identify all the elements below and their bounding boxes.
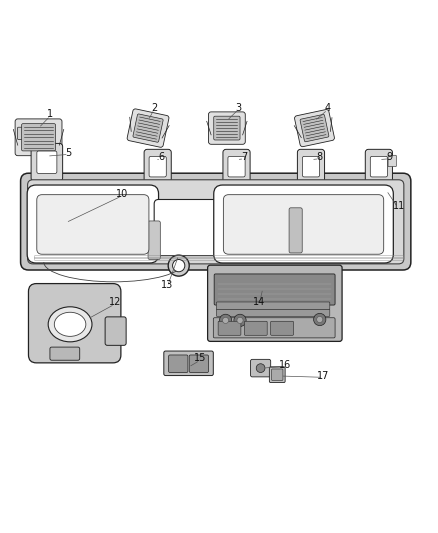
Text: 17: 17 [317,371,329,381]
Circle shape [168,255,189,276]
FancyBboxPatch shape [388,155,396,167]
FancyBboxPatch shape [37,151,57,173]
FancyBboxPatch shape [164,351,213,376]
Text: 14: 14 [253,297,265,308]
FancyBboxPatch shape [297,149,325,184]
Text: 4: 4 [325,103,331,113]
Circle shape [234,314,246,327]
FancyBboxPatch shape [213,318,335,338]
FancyBboxPatch shape [365,149,392,184]
FancyBboxPatch shape [27,185,159,263]
Text: 5: 5 [66,148,72,158]
FancyBboxPatch shape [154,199,219,255]
Text: 1: 1 [47,109,53,119]
Text: 7: 7 [241,152,247,162]
Circle shape [223,317,229,324]
FancyBboxPatch shape [294,109,335,147]
Text: 13: 13 [161,280,173,290]
Text: 3: 3 [236,102,242,112]
FancyBboxPatch shape [148,221,160,260]
FancyBboxPatch shape [105,317,126,345]
Text: 16: 16 [279,360,291,369]
Text: 8: 8 [317,152,323,162]
Circle shape [173,260,185,272]
FancyBboxPatch shape [216,302,330,310]
FancyBboxPatch shape [127,109,169,147]
FancyBboxPatch shape [214,116,240,140]
FancyBboxPatch shape [214,274,335,305]
Bar [382,187,399,193]
FancyBboxPatch shape [214,185,393,263]
FancyBboxPatch shape [223,195,384,254]
Text: 10: 10 [116,189,128,199]
FancyBboxPatch shape [223,149,250,184]
FancyBboxPatch shape [228,156,245,177]
Text: 11: 11 [393,201,406,211]
FancyBboxPatch shape [37,195,149,254]
FancyBboxPatch shape [189,355,208,373]
FancyBboxPatch shape [31,143,63,181]
Circle shape [219,314,232,327]
FancyBboxPatch shape [216,309,330,317]
Ellipse shape [54,312,86,336]
FancyBboxPatch shape [272,369,283,381]
FancyBboxPatch shape [149,156,166,177]
FancyBboxPatch shape [21,124,56,151]
FancyBboxPatch shape [244,321,267,335]
Text: 6: 6 [158,152,164,162]
FancyBboxPatch shape [50,347,80,360]
Circle shape [317,317,323,322]
Circle shape [314,313,326,326]
FancyBboxPatch shape [133,114,163,142]
FancyBboxPatch shape [271,321,293,335]
FancyBboxPatch shape [169,355,188,373]
FancyBboxPatch shape [302,156,320,177]
FancyBboxPatch shape [18,127,27,140]
FancyBboxPatch shape [144,149,171,184]
FancyBboxPatch shape [269,367,285,383]
FancyBboxPatch shape [251,359,271,377]
FancyBboxPatch shape [15,119,62,156]
Text: 15: 15 [194,353,206,364]
FancyBboxPatch shape [370,156,388,177]
Circle shape [237,317,243,324]
FancyBboxPatch shape [300,115,329,142]
FancyBboxPatch shape [218,321,241,335]
Circle shape [256,364,265,373]
FancyBboxPatch shape [208,265,342,342]
Text: 12: 12 [109,297,121,308]
Ellipse shape [48,307,92,342]
FancyBboxPatch shape [21,173,411,270]
Text: 9: 9 [387,152,393,162]
FancyBboxPatch shape [28,284,121,363]
FancyBboxPatch shape [208,112,245,144]
FancyBboxPatch shape [28,180,404,264]
Text: 2: 2 [151,102,157,112]
FancyBboxPatch shape [289,208,302,253]
